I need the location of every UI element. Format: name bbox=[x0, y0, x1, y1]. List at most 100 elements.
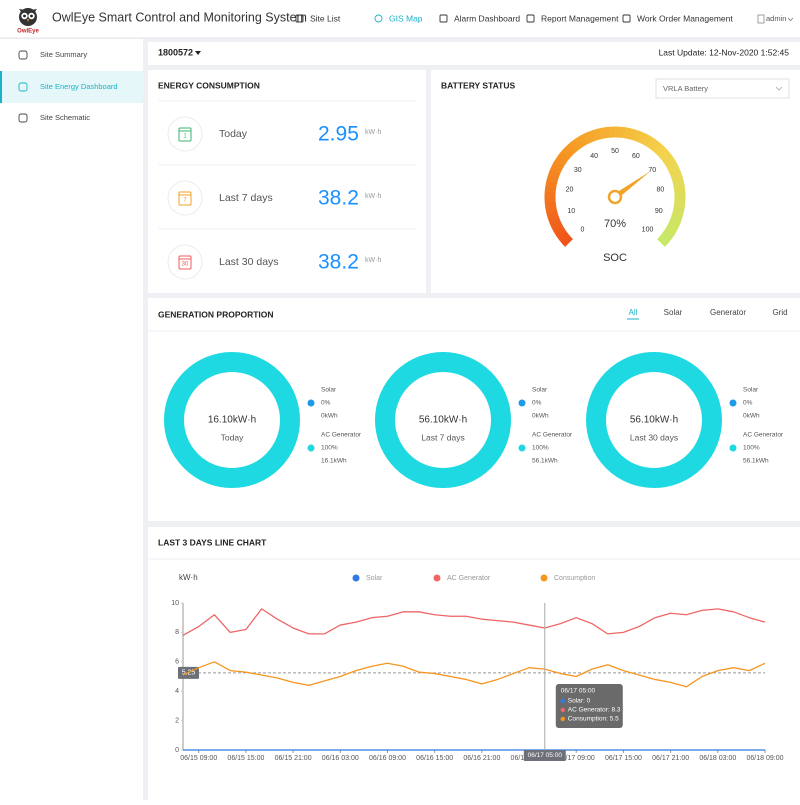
x-tick-label: 06/15 15:00 bbox=[227, 755, 264, 762]
energy-unit: kW·h bbox=[365, 193, 381, 200]
legend-dot bbox=[434, 575, 441, 582]
x-tick-label: 06/15 21:00 bbox=[275, 755, 312, 762]
legend-energy: 0kWh bbox=[321, 413, 338, 420]
legend-energy: 16.1kWh bbox=[321, 458, 347, 465]
gauge-band bbox=[581, 139, 586, 142]
gauge-band bbox=[667, 231, 670, 235]
gauge-band bbox=[551, 207, 552, 212]
donut-label: Today bbox=[221, 432, 244, 442]
gauge-band bbox=[551, 182, 552, 187]
pointer-label: 06/17 05:00 bbox=[528, 752, 563, 759]
gauge-band bbox=[630, 134, 635, 135]
gauge-band bbox=[569, 147, 573, 151]
nav-item[interactable]: Work Order Management bbox=[623, 13, 733, 23]
gauge-tick-label: 0 bbox=[581, 226, 585, 233]
energy-unit: kW·h bbox=[365, 257, 381, 264]
gauge-tick-label: 40 bbox=[590, 153, 598, 160]
energy-value: 38.2 bbox=[318, 251, 359, 274]
gauge-band bbox=[679, 187, 680, 192]
gauge-band bbox=[657, 148, 661, 152]
gauge-band bbox=[562, 235, 565, 239]
tab[interactable]: All bbox=[629, 308, 638, 317]
legend-name: Solar bbox=[321, 387, 337, 394]
gauge-band bbox=[649, 142, 653, 145]
legend-percent: 0% bbox=[743, 400, 753, 407]
gauge-band bbox=[670, 163, 673, 168]
tooltip-item: Solar: 0 bbox=[568, 698, 591, 705]
gauge-band bbox=[595, 134, 600, 135]
legend-dot bbox=[353, 575, 360, 582]
owl-pupil bbox=[30, 15, 33, 18]
gauge-band bbox=[645, 139, 650, 142]
legend-name: AC Generator bbox=[532, 432, 573, 439]
gauge-tick-label: 70 bbox=[648, 167, 656, 174]
gauge-band bbox=[577, 141, 581, 144]
nav-label: Site List bbox=[310, 13, 341, 23]
battery-select[interactable]: VRLA Battery bbox=[656, 79, 789, 98]
tab[interactable]: Solar bbox=[664, 308, 683, 317]
tooltip-title: 06/17 05:00 bbox=[561, 688, 596, 695]
donut-label: Last 30 days bbox=[630, 432, 678, 442]
legend-label[interactable]: AC Generator bbox=[447, 575, 491, 582]
tab[interactable]: Grid bbox=[772, 308, 787, 317]
gauge-band bbox=[675, 172, 677, 177]
nav-label: Alarm Dashboard bbox=[454, 13, 520, 23]
x-tick-label: 06/18 03:00 bbox=[699, 755, 736, 762]
gauge-tick-label: 30 bbox=[574, 167, 582, 174]
gauge-label: SOC bbox=[603, 252, 627, 264]
gauge-band bbox=[664, 155, 667, 159]
x-tick-label: 06/17 21:00 bbox=[652, 755, 689, 762]
gauge-tick-label: 60 bbox=[632, 153, 640, 160]
tooltip-item: Consumption: 5.5 bbox=[568, 716, 619, 723]
legend-dot bbox=[730, 400, 737, 407]
legend-energy: 56.1kWh bbox=[743, 458, 769, 465]
nav-item[interactable]: Site List bbox=[296, 13, 341, 23]
gauge-value: 70% bbox=[604, 218, 626, 230]
legend-label[interactable]: Consumption bbox=[554, 575, 595, 582]
sidebar-item[interactable]: Site Energy Dashboard bbox=[0, 71, 143, 103]
tooltip-item: AC Generator: 8.3 bbox=[568, 707, 621, 714]
gauge-band bbox=[552, 177, 553, 182]
tab[interactable]: Generator bbox=[710, 308, 746, 317]
last-update: Last Update: 12-Nov-2020 1:52:45 bbox=[659, 47, 790, 57]
gauge-band bbox=[661, 239, 664, 243]
card-title: GENERATION PROPORTION bbox=[158, 309, 274, 319]
y-tick-label: 2 bbox=[175, 717, 179, 724]
legend-name: Solar bbox=[743, 387, 759, 394]
donut-center: 56.10kW·h bbox=[419, 415, 467, 426]
gauge-band bbox=[653, 144, 657, 147]
user-name: admin bbox=[766, 14, 786, 23]
legend-percent: 100% bbox=[532, 445, 549, 452]
gauge-band bbox=[565, 239, 569, 243]
gauge-band bbox=[620, 132, 625, 133]
x-tick-label: 06/16 21:00 bbox=[463, 755, 500, 762]
gauge-band bbox=[553, 217, 555, 222]
gauge-band bbox=[600, 133, 605, 134]
card-title: LAST 3 DAYS LINE CHART bbox=[158, 537, 267, 547]
energy-unit: kW·h bbox=[365, 129, 381, 136]
legend-energy: 56.1kWh bbox=[532, 458, 558, 465]
tooltip-dot bbox=[561, 699, 565, 703]
tooltip-dot bbox=[561, 708, 565, 712]
y-tick-label: 6 bbox=[175, 659, 179, 666]
gauge-band bbox=[550, 187, 551, 192]
legend-name: Solar bbox=[532, 387, 548, 394]
legend-percent: 0% bbox=[321, 400, 331, 407]
gauge-band bbox=[560, 159, 563, 163]
x-tick-label: 06/17 15:00 bbox=[605, 755, 642, 762]
nav-item[interactable]: Report Management bbox=[527, 13, 619, 23]
owl-pupil bbox=[23, 15, 26, 18]
app-title: OwlEye Smart Control and Monitoring Syst… bbox=[52, 10, 307, 24]
gauge-band bbox=[625, 133, 630, 134]
legend-percent: 0% bbox=[532, 400, 542, 407]
legend-label[interactable]: Solar bbox=[366, 575, 383, 582]
gauge-band bbox=[670, 227, 673, 232]
gauge-band bbox=[673, 222, 675, 227]
gauge-band bbox=[590, 135, 595, 137]
gauge-band bbox=[668, 159, 671, 163]
gauge-band bbox=[555, 222, 557, 227]
x-tick-label: 06/15 09:00 bbox=[180, 755, 217, 762]
gauge-tick-label: 100 bbox=[642, 226, 654, 233]
gauge-band bbox=[566, 151, 570, 155]
